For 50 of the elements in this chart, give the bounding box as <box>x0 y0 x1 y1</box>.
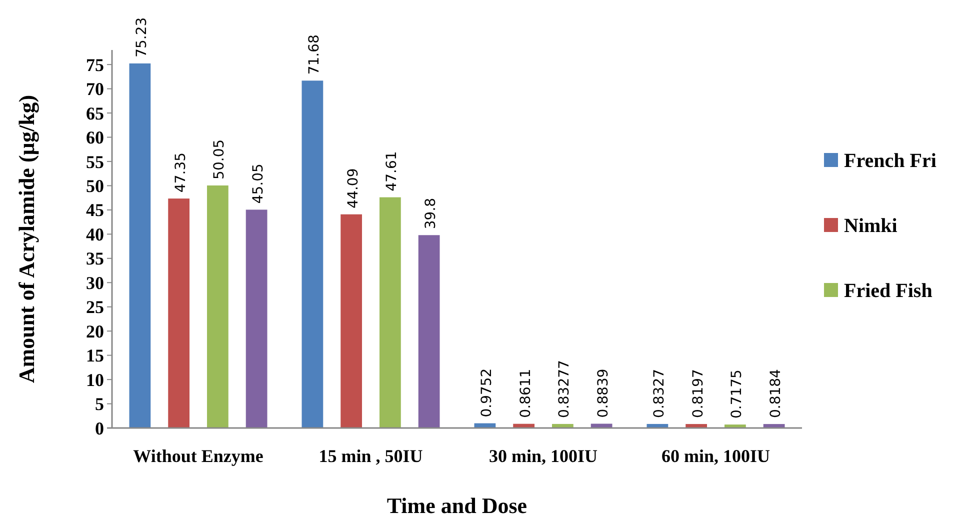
data-label: 0.8197 <box>690 369 706 418</box>
x-axis-title: Time and Dose <box>386 493 528 518</box>
y-tick-label: 0 <box>95 418 104 438</box>
y-tick-label: 75 <box>86 54 104 75</box>
y-tick-label: 50 <box>86 176 104 196</box>
y-tick-label: 10 <box>86 370 104 390</box>
data-label: 71.68 <box>306 34 322 75</box>
legend-label: French Fri <box>844 150 937 172</box>
data-label: 0.8184 <box>768 368 784 418</box>
bar <box>302 80 324 428</box>
y-tick-label: 45 <box>86 200 104 220</box>
data-label: 0.83277 <box>556 360 573 418</box>
data-label: 47.35 <box>172 152 189 193</box>
bar <box>418 235 440 428</box>
bar <box>168 198 190 428</box>
data-label: 0.8611 <box>518 368 534 418</box>
data-label: 0.8839 <box>596 368 612 418</box>
data-label: 39.8 <box>423 198 440 230</box>
y-tick-label: 20 <box>86 321 104 342</box>
data-label: 0.7175 <box>729 370 746 419</box>
y-axis-title: Amount of Acrylamide (µg/kg) <box>14 94 39 384</box>
y-tick-label: 40 <box>86 224 104 244</box>
bar <box>129 63 151 428</box>
x-tick-label: 30 min, 100IU <box>488 446 598 466</box>
y-tick-label: 30 <box>86 272 104 293</box>
data-label: 0.8327 <box>651 368 668 418</box>
bar <box>206 185 228 428</box>
y-tick-label: 35 <box>86 248 104 269</box>
x-tick-label: 60 min, 100IU <box>661 446 770 466</box>
y-tick-label: 65 <box>86 103 104 124</box>
y-tick-label: 5 <box>95 394 104 414</box>
data-label: 44.09 <box>345 168 362 208</box>
y-tick-label: 55 <box>86 152 104 172</box>
legend-label: Nimki <box>844 215 898 237</box>
legend-label: Fried Fish <box>844 280 932 302</box>
y-tick-label: 15 <box>86 346 104 366</box>
bar <box>246 210 268 428</box>
data-label: 50.05 <box>212 139 228 180</box>
data-label: 45.05 <box>250 164 267 204</box>
y-tick-label: 70 <box>86 79 104 100</box>
bar <box>379 197 401 428</box>
bar <box>590 424 612 428</box>
bar <box>340 214 362 428</box>
data-label: 0.9752 <box>478 368 495 418</box>
x-tick-label: 15 min , 50IU <box>318 446 423 466</box>
y-tick-label: 25 <box>86 297 104 318</box>
data-label: 47.61 <box>384 151 400 192</box>
x-tick-label: Without Enzyme <box>133 446 264 466</box>
data-label: 75.23 <box>134 17 150 58</box>
y-tick-label: 60 <box>86 128 104 148</box>
